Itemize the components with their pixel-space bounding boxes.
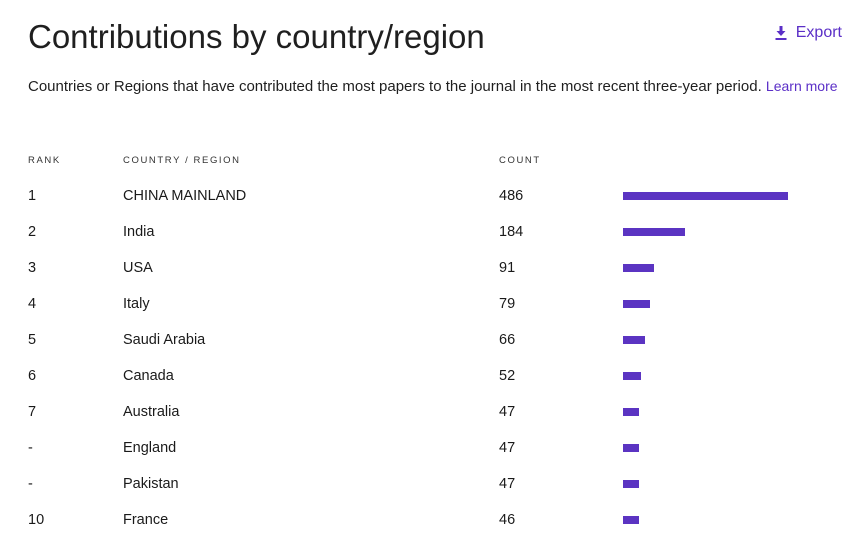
learn-more-link[interactable]: Learn more [765,78,838,94]
table-row: - England 47 [0,438,850,474]
count-cell: 486 [499,188,524,204]
rank-cell: 2 [28,224,37,240]
count-bar [623,264,654,272]
table-row: 7 Australia 47 [0,402,850,438]
rank-cell: 4 [28,296,37,312]
column-header-country: COUNTRY / REGION [123,155,241,166]
count-bar [623,192,788,200]
column-header-rank: RANK [28,155,61,166]
count-bar [623,372,641,380]
count-bar [623,444,639,452]
page-title: Contributions by country/region [28,18,485,55]
column-header-count: COUNT [499,155,541,166]
country-cell: England [123,440,177,456]
export-button[interactable]: Export [775,24,842,42]
description-text: Countries or Regions that have contribut… [28,78,762,95]
table-row: 1 CHINA MAINLAND 486 [0,186,850,222]
rank-cell: 10 [28,512,45,528]
count-bar [623,480,639,488]
count-bar [623,228,685,236]
count-cell: 79 [499,296,516,312]
count-cell: 47 [499,476,516,492]
country-cell: Italy [123,296,150,312]
rank-cell: 3 [28,260,37,276]
country-cell: Pakistan [123,476,179,492]
country-cell: Canada [123,368,174,384]
count-bar [623,516,639,524]
count-cell: 46 [499,512,516,528]
download-icon [775,26,787,40]
count-bar [623,336,645,344]
export-label: Export [795,24,842,41]
country-cell: Saudi Arabia [123,332,206,348]
count-cell: 47 [499,404,516,420]
table-row: 2 India 184 [0,222,850,258]
table-row: - Pakistan 47 [0,474,850,510]
count-bar [623,408,639,416]
country-cell: CHINA MAINLAND [123,188,247,204]
count-cell: 66 [499,332,516,348]
count-cell: 47 [499,440,516,456]
country-cell: Australia [123,404,180,420]
table-row: 6 Canada 52 [0,366,850,402]
count-cell: 52 [499,368,516,384]
rank-cell: 1 [28,188,37,204]
count-bar [623,300,650,308]
rank-cell: - [28,476,33,492]
description: Countries or Regions that have contribut… [28,74,838,99]
country-cell: France [123,512,169,528]
rank-cell: 7 [28,404,37,420]
table-row: 10 France 46 [0,510,850,540]
rank-cell: 5 [28,332,37,348]
table-row: 4 Italy 79 [0,294,850,330]
table-row: 5 Saudi Arabia 66 [0,330,850,366]
table-row: 3 USA 91 [0,258,850,294]
country-cell: India [123,224,155,240]
count-cell: 184 [499,224,524,240]
rank-cell: - [28,440,33,456]
country-cell: USA [123,260,153,276]
rank-cell: 6 [28,368,37,384]
count-cell: 91 [499,260,516,276]
